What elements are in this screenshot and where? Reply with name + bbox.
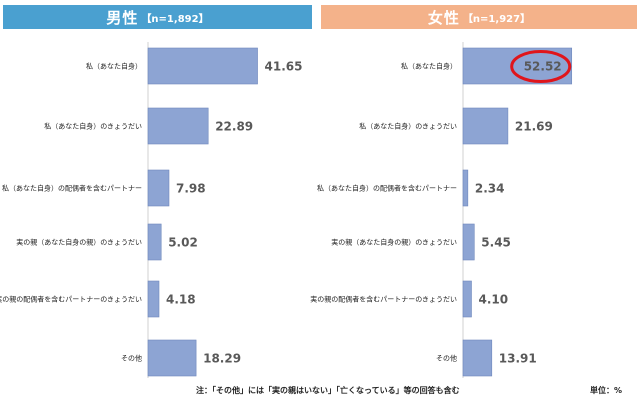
female-category-label-1: 私（あなた自身）のきょうだい (359, 122, 457, 131)
female-bar-3 (462, 223, 475, 261)
female-bar-2 (462, 169, 469, 207)
male-value-label-3: 5.02 (168, 236, 198, 250)
male-title: 男性 (106, 8, 139, 27)
female-value-label-0: 52.52 (524, 60, 562, 74)
male-bar-5 (147, 339, 197, 377)
female-value-label-5: 13.91 (499, 352, 537, 366)
female-title: 女性 (427, 8, 460, 27)
male-bar-3 (147, 223, 162, 261)
male-value-label-4: 4.18 (166, 293, 196, 307)
male-category-label-1: 私（あなた自身）のきょうだい (44, 122, 142, 131)
female-bar-1 (462, 107, 509, 145)
male-value-label-2: 7.98 (176, 182, 206, 196)
male-category-label-0: 私（あなた自身） (86, 62, 142, 71)
male-category-label-2: 私（あなた自身）の配偶者を含むパートナー (2, 184, 142, 193)
male-bar-4 (147, 280, 160, 318)
male-value-label-1: 22.89 (215, 120, 253, 134)
female-bar-4 (462, 280, 472, 318)
female-value-label-2: 2.34 (475, 182, 505, 196)
male-category-label-4: 実の親の配偶者を含むパートナーのきょうだい (0, 295, 142, 304)
male-bar-0 (147, 47, 258, 85)
male-value-label-5: 18.29 (203, 352, 241, 366)
female-category-label-0: 私（あなた自身） (401, 62, 457, 71)
male-category-label-5: その他 (121, 354, 142, 363)
female-value-label-1: 21.69 (515, 120, 553, 134)
male-sample-size: 【n=1,892】 (141, 13, 209, 25)
female-category-label-3: 実の親（あなた自身の親）のきょうだい (331, 238, 457, 247)
male-bar-1 (147, 107, 209, 145)
female-value-label-4: 4.10 (478, 293, 508, 307)
footnote: 注：「その他」には「実の親はいない」「亡くなっている」等の回答も含む (196, 386, 460, 395)
female-panel-header: 女性 【n=1,927】 (321, 5, 637, 29)
unit-label: 単位：% (590, 386, 623, 395)
female-category-label-2: 私（あなた自身）の配偶者を含むパートナー (317, 184, 457, 193)
male-category-label-3: 実の親（あなた自身の親）のきょうだい (16, 238, 142, 247)
female-category-label-5: その他 (436, 354, 457, 363)
female-highlight-circle (510, 50, 572, 83)
female-bar-5 (462, 339, 493, 377)
male-bar-2 (147, 169, 170, 207)
male-panel-header: 男性 【n=1,892】 (3, 5, 312, 29)
female-value-label-3: 5.45 (481, 236, 511, 250)
female-sample-size: 【n=1,927】 (462, 13, 531, 25)
male-value-label-0: 41.65 (265, 60, 303, 74)
female-category-label-4: 実の親の配偶者を含むパートナーのきょうだい (310, 295, 457, 304)
